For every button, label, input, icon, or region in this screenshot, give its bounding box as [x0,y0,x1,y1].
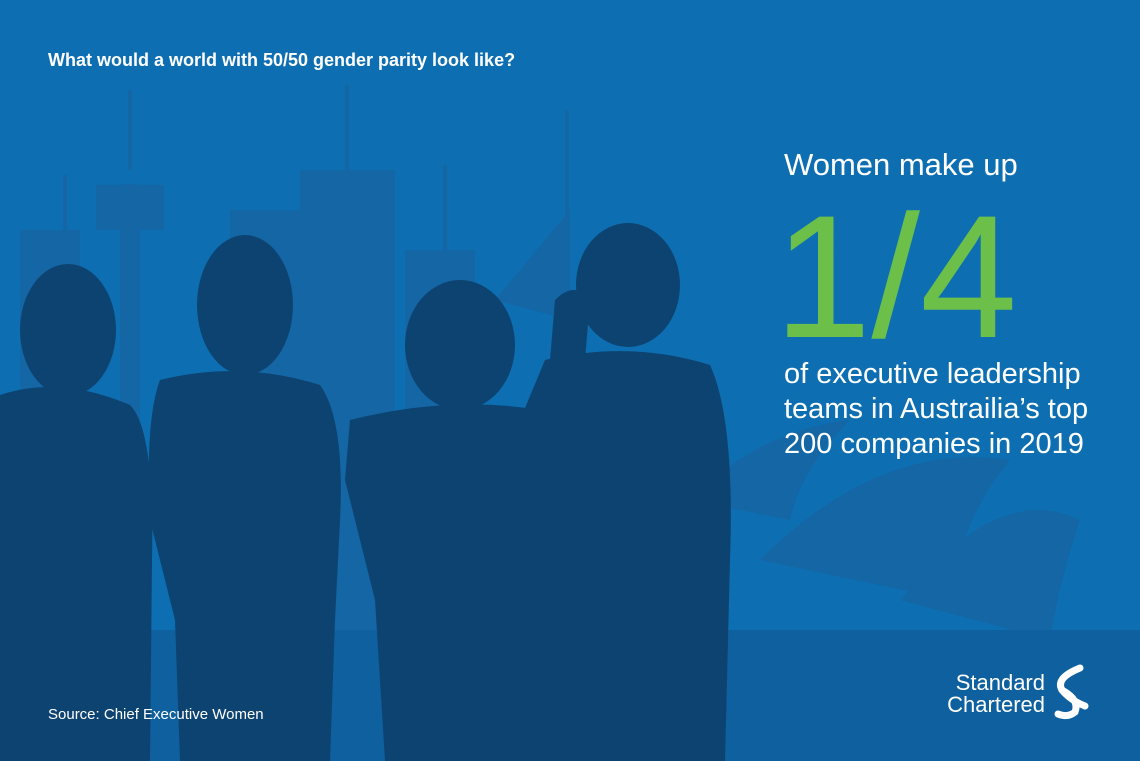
stat-body-line: 200 companies in 2019 [784,428,1084,460]
silhouettes [0,223,731,761]
logo-text: Chartered [947,692,1045,717]
stat-body-line: teams in Austrailia’s top [784,393,1088,425]
logo-text: Standard [956,670,1045,695]
logo-mark [1054,664,1089,720]
stat-figure: 1/4 [774,180,1017,375]
source: Source: Chief Executive Women [48,706,264,723]
header-title: What would a world with 50/50 gender par… [48,50,515,70]
stat-intro: Women make up [784,147,1018,182]
stat-body-line: of executive leadership [784,358,1081,390]
